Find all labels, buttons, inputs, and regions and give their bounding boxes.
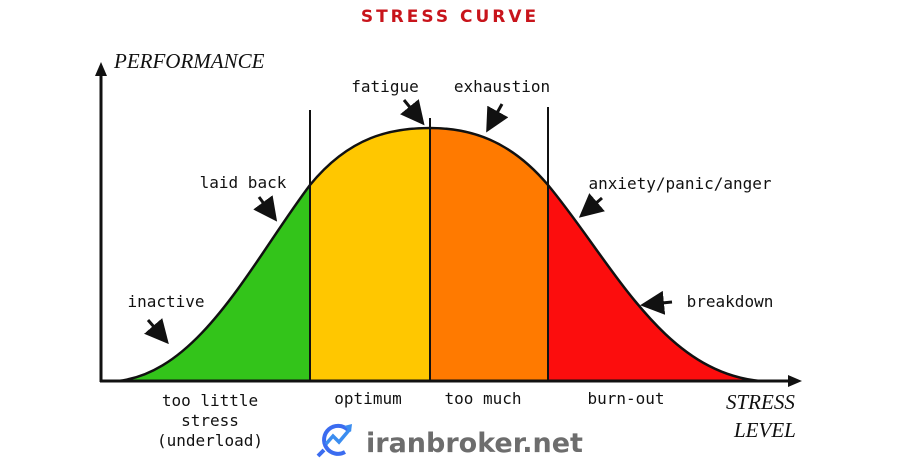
x-axis-label-line1: STRESS — [726, 390, 795, 414]
arrow-icon — [486, 103, 509, 133]
zone-label-optimum: optimum — [334, 389, 401, 408]
arrow-icon — [578, 193, 605, 218]
zone-label-burnout: burn-out — [587, 389, 664, 408]
zone-label-underload: (underload) — [157, 431, 263, 450]
annotation-inactive: inactive — [127, 292, 204, 311]
annotation-anxiety: anxiety/panic/anger — [588, 174, 771, 193]
zone-label-too-much: too much — [444, 389, 521, 408]
arrow-icon — [640, 290, 673, 315]
y-axis-arrow-icon — [95, 62, 107, 76]
annotation-breakdown: breakdown — [687, 292, 774, 311]
zone-fill-burnout — [548, 128, 760, 381]
x-axis-arrow-icon — [788, 375, 802, 387]
zone-label-underload: too little — [162, 391, 258, 410]
arrow-icon — [144, 318, 169, 345]
watermark-text: iranbroker.net — [366, 428, 583, 459]
y-axis-label: PERFORMANCE — [113, 49, 265, 73]
x-axis-label-line2: LEVEL — [733, 418, 796, 442]
annotation-laid-back: laid back — [200, 173, 287, 192]
annotation-fatigue: fatigue — [351, 77, 418, 96]
trend-arrow-logo-icon — [316, 423, 352, 458]
zone-label-underload: stress — [181, 411, 239, 430]
annotation-exhaustion: exhaustion — [454, 77, 550, 96]
zone-fill-optimum — [310, 128, 430, 381]
arrow-icon — [400, 99, 425, 126]
arrow-icon — [253, 195, 278, 222]
zone-fill-underload — [118, 128, 310, 381]
diagram-title: STRESS CURVE — [361, 7, 539, 27]
zone-fill-too-much — [430, 128, 548, 381]
